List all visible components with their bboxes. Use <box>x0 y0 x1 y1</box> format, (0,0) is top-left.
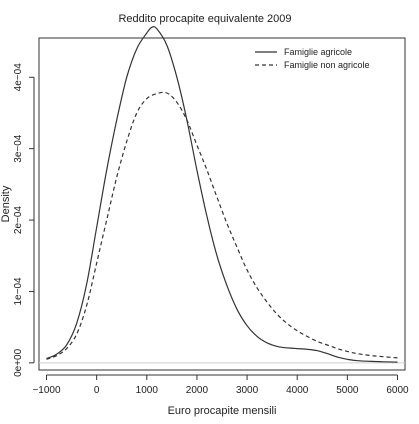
series-line-non-agricole <box>46 91 398 360</box>
x-tick-label: 2000 <box>186 385 209 396</box>
x-tick-label: 5000 <box>336 385 359 396</box>
x-tick-label: 3000 <box>236 385 259 396</box>
x-tick-label: 0 <box>94 385 100 396</box>
y-tick-label: 1e−04 <box>13 277 24 306</box>
legend-label: Famiglie non agricole <box>284 60 370 70</box>
plot-area-border <box>38 37 406 371</box>
y-tick-label: 3e−04 <box>13 134 24 163</box>
y-tick-label: 4e−04 <box>13 63 24 92</box>
x-axis-label: Euro procapite mensili <box>168 405 277 417</box>
x-tick-label: 6000 <box>386 385 409 396</box>
legend: Famiglie agricole Famiglie non agricole <box>255 47 370 70</box>
series-layer <box>39 26 405 364</box>
chart-title: Reddito procapite equivalente 2009 <box>118 13 291 25</box>
x-tick-label: 1000 <box>136 385 159 396</box>
y-axis: 0e+00 1e−04 2e−04 3e−04 4e−04 <box>13 63 35 377</box>
x-axis: −1000 0 1000 2000 3000 4000 5000 6000 <box>32 374 409 396</box>
legend-label: Famiglie agricole <box>284 47 352 57</box>
x-tick-label: −1000 <box>32 385 61 396</box>
y-axis-label: Density <box>0 185 12 222</box>
x-tick-label: 4000 <box>286 385 309 396</box>
y-tick-label: 2e−04 <box>13 206 24 235</box>
y-tick-label: 0e+00 <box>13 348 24 377</box>
series-line-agricole <box>46 26 398 363</box>
